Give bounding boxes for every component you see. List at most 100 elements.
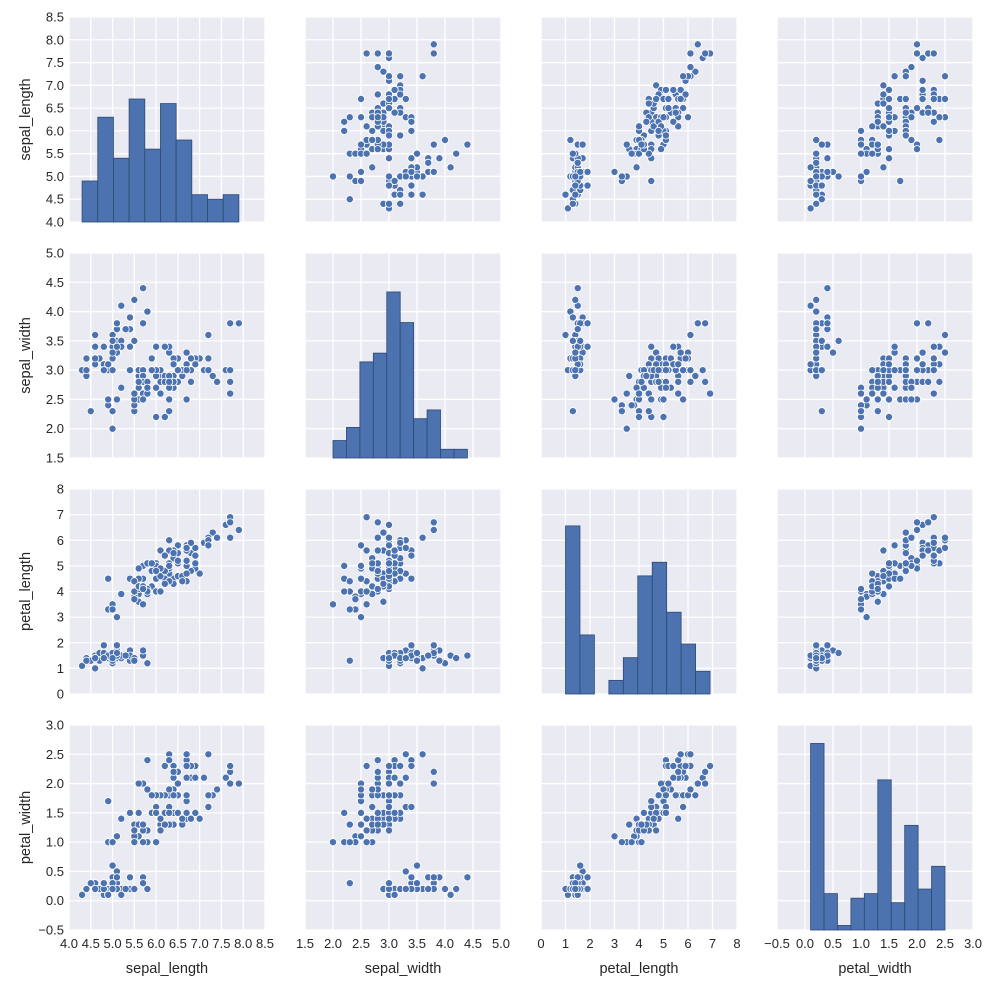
data-point: [823, 641, 832, 650]
data-point: [627, 149, 636, 158]
data-point: [452, 885, 461, 894]
data-point: [686, 330, 695, 339]
y-tick-label: 4.5: [46, 275, 64, 290]
data-point: [627, 401, 636, 410]
data-point: [373, 546, 382, 555]
data-point: [576, 167, 585, 176]
data-point: [571, 181, 580, 190]
data-point: [652, 826, 661, 835]
data-point: [632, 163, 641, 172]
histogram-bar: [426, 409, 441, 459]
data-point: [165, 536, 174, 545]
data-point: [913, 526, 922, 535]
data-point: [941, 348, 950, 357]
data-point: [435, 656, 444, 665]
data-point: [173, 556, 182, 565]
data-point: [568, 313, 577, 322]
data-point: [156, 389, 165, 398]
histogram-bar: [346, 427, 361, 459]
data-point: [418, 72, 427, 81]
histogram-bar: [823, 893, 838, 931]
data-point: [152, 838, 161, 847]
data-point: [806, 204, 815, 213]
data-point: [659, 395, 668, 404]
x-tick-label: 4: [635, 936, 642, 951]
data-point: [407, 117, 416, 126]
data-point: [112, 613, 121, 622]
y-tick-label: 5: [57, 558, 64, 573]
data-point: [463, 873, 472, 882]
data-point: [879, 546, 888, 555]
data-point: [384, 49, 393, 58]
data-point: [407, 641, 416, 650]
data-point: [152, 567, 161, 576]
x-tick-label: 5.0: [492, 936, 510, 951]
data-point: [396, 190, 405, 199]
data-point: [635, 122, 644, 131]
data-point: [396, 779, 405, 788]
data-point: [576, 861, 585, 870]
data-point: [806, 360, 815, 369]
data-point: [571, 190, 580, 199]
panel-sepal_width-vs-petal_length: [540, 252, 738, 459]
x-tick-label: 4.0: [60, 936, 78, 951]
x-tick-label: 5.0: [104, 936, 122, 951]
data-point: [812, 172, 821, 181]
data-point: [356, 808, 365, 817]
data-point: [112, 873, 121, 882]
data-point: [429, 641, 438, 650]
data-point: [617, 838, 626, 847]
data-point: [885, 412, 894, 421]
data-point: [823, 167, 832, 176]
data-point: [823, 284, 832, 293]
data-point: [573, 284, 582, 293]
data-point: [693, 779, 702, 788]
data-point: [671, 791, 680, 800]
data-point: [649, 814, 658, 823]
data-point: [384, 559, 393, 568]
data-point: [390, 85, 399, 94]
data-point: [373, 113, 382, 122]
histogram-bar: [413, 418, 428, 459]
data-point: [817, 336, 826, 345]
data-point: [165, 395, 174, 404]
data-point: [226, 319, 235, 328]
data-point: [91, 342, 100, 351]
data-point: [868, 569, 877, 578]
data-point: [885, 582, 894, 591]
data-point: [384, 803, 393, 812]
data-point: [169, 549, 178, 558]
data-point: [627, 838, 636, 847]
data-point: [610, 832, 619, 841]
data-point: [817, 195, 826, 204]
x-tick-label: 2.5: [352, 936, 370, 951]
y-axis-label: petal_length: [18, 552, 34, 631]
y-tick-label: 2.0: [46, 776, 64, 791]
data-point: [117, 814, 126, 823]
data-point: [885, 360, 894, 369]
data-point: [429, 779, 438, 788]
histogram-bar: [695, 670, 711, 695]
data-point: [362, 600, 371, 609]
data-point: [879, 366, 888, 375]
data-point: [817, 366, 826, 375]
data-point: [896, 176, 905, 185]
x-tick-label: 2.0: [908, 936, 926, 951]
data-point: [373, 518, 382, 527]
data-point: [676, 95, 685, 104]
histogram-bar: [810, 743, 825, 931]
data-point: [356, 140, 365, 149]
data-point: [407, 803, 416, 812]
data-point: [117, 383, 126, 392]
data-point: [182, 773, 191, 782]
data-point: [701, 49, 710, 58]
data-point: [384, 814, 393, 823]
data-point: [165, 561, 174, 570]
data-point: [356, 113, 365, 122]
data-point: [108, 336, 117, 345]
data-point: [644, 149, 653, 158]
y-axis-label: petal_width: [18, 791, 34, 864]
data-point: [390, 546, 399, 555]
data-point: [182, 750, 191, 759]
data-point: [561, 330, 570, 339]
